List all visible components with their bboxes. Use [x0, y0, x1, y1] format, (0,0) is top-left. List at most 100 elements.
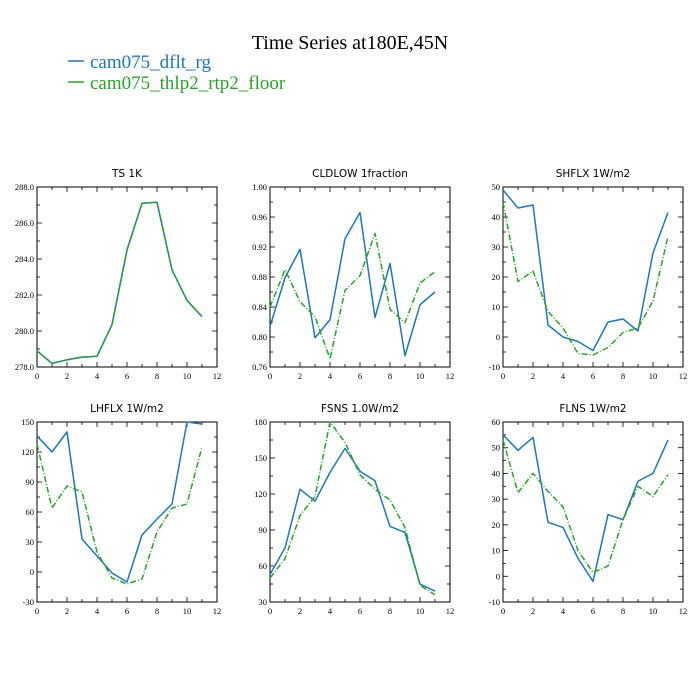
- x-tick-label: 4: [328, 606, 333, 616]
- y-tick-label: 0: [496, 332, 500, 342]
- x-tick-label: 12: [213, 371, 222, 381]
- figure-title: Time Series at180E,45N: [252, 32, 448, 54]
- y-tick-label: 286.0: [15, 218, 34, 228]
- y-tick-label: 1.00: [252, 182, 267, 192]
- x-tick-label: 0: [268, 371, 272, 381]
- x-tick-label: 2: [65, 606, 69, 616]
- y-tick-label: 10: [492, 302, 501, 312]
- legend-label-thlp2: cam075_thlp2_rtp2_floor: [90, 73, 286, 94]
- x-tick-label: 2: [531, 606, 535, 616]
- y-tick-label: 60: [492, 417, 501, 427]
- series-line-thlp2: [36, 443, 203, 585]
- y-tick-label: 90: [259, 525, 268, 535]
- x-tick-label: 12: [446, 371, 455, 381]
- plot-frame: [269, 421, 451, 603]
- y-tick-label: 0.92: [252, 242, 267, 252]
- x-tick-label: 12: [213, 606, 222, 616]
- y-tick-label: 120: [21, 447, 34, 457]
- y-tick-label: 0: [30, 567, 34, 577]
- x-tick-label: 8: [388, 371, 392, 381]
- plot-frame: [36, 186, 218, 368]
- x-tick-label: 4: [561, 606, 566, 616]
- y-tick-label: 150: [254, 453, 267, 463]
- y-tick-label: 40: [492, 468, 501, 478]
- x-tick-label: 6: [125, 371, 129, 381]
- x-tick-label: 8: [155, 371, 159, 381]
- x-tick-label: 10: [416, 371, 425, 381]
- x-tick-label: 0: [35, 606, 39, 616]
- x-tick-label: 6: [358, 606, 362, 616]
- panel-title: TS 1K: [111, 168, 143, 180]
- legend-label-dflt: cam075_dflt_rg: [90, 52, 212, 73]
- y-tick-label: 282.0: [15, 290, 34, 300]
- x-tick-label: 4: [95, 371, 100, 381]
- y-tick-label: 40: [492, 212, 501, 222]
- chart-panel-4: FSNS 1.0W/m2 0 2 4 6 8 10 12 30 60 90 120 150 180: [254, 403, 454, 616]
- y-tick-label: 50: [492, 182, 501, 192]
- panel-title: FSNS 1.0W/m2: [321, 403, 399, 415]
- plot-frame: [502, 421, 684, 603]
- x-tick-label: 10: [183, 606, 192, 616]
- x-tick-label: 4: [328, 371, 333, 381]
- y-tick-label: 30: [492, 494, 501, 504]
- y-tick-label: 180: [254, 417, 267, 427]
- series-line-thlp2: [269, 421, 436, 596]
- y-tick-label: 0.96: [252, 212, 267, 222]
- x-tick-label: 0: [268, 606, 272, 616]
- series-line-thlp2: [502, 201, 669, 356]
- x-tick-label: 2: [65, 371, 69, 381]
- y-tick-label: 150: [21, 417, 34, 427]
- series-line-thlp2: [36, 201, 203, 365]
- x-tick-label: 2: [298, 371, 302, 381]
- y-tick-label: 280.0: [15, 326, 34, 336]
- y-tick-label: 50: [492, 443, 501, 453]
- x-tick-label: 0: [501, 371, 505, 381]
- y-tick-label: 20: [492, 520, 501, 530]
- y-tick-label: 90: [26, 477, 35, 487]
- y-tick-label: 30: [492, 242, 501, 252]
- y-tick-label: 30: [26, 537, 35, 547]
- x-tick-label: 12: [446, 606, 455, 616]
- y-tick-label: -10: [489, 362, 500, 372]
- series-line-dflt: [502, 189, 669, 352]
- y-tick-label: 284.0: [15, 254, 34, 264]
- x-tick-label: 10: [649, 371, 658, 381]
- y-tick-label: 0.76: [252, 362, 267, 372]
- panel-title: LHFLX 1W/m2: [90, 403, 164, 415]
- panel-title: CLDLOW 1fraction: [312, 168, 408, 180]
- plot-frame: [502, 186, 684, 368]
- y-tick-label: 20: [492, 272, 501, 282]
- x-tick-label: 12: [679, 606, 688, 616]
- x-tick-label: 6: [125, 606, 129, 616]
- figure-legend: cam075_dflt_rg cam075_thlp2_rtp2_floor: [68, 52, 286, 94]
- x-tick-label: 4: [561, 371, 566, 381]
- x-tick-label: 8: [621, 371, 625, 381]
- panel-title: SHFLX 1W/m2: [556, 168, 631, 180]
- y-tick-label: 288.0: [15, 182, 34, 192]
- x-tick-label: 8: [621, 606, 625, 616]
- y-tick-label: 0.88: [252, 272, 267, 282]
- y-tick-label: 0: [496, 571, 500, 581]
- y-tick-label: 0.80: [252, 332, 267, 342]
- x-tick-label: 0: [35, 371, 39, 381]
- series-line-thlp2: [502, 439, 669, 574]
- x-tick-label: 2: [298, 606, 302, 616]
- series-line-dflt: [36, 421, 203, 583]
- series-line-dflt: [502, 434, 669, 583]
- y-tick-label: 60: [26, 507, 35, 517]
- plot-frame: [36, 421, 218, 603]
- series-line-thlp2: [269, 232, 436, 360]
- y-tick-label: 10: [492, 546, 501, 556]
- x-tick-label: 8: [388, 606, 392, 616]
- x-tick-label: 0: [501, 606, 505, 616]
- x-tick-label: 6: [591, 606, 595, 616]
- x-tick-label: 12: [679, 371, 688, 381]
- chart-panel-0: TS 1K 0 2 4 6 8 10 12 278.0 280.0 282.0 284.0 286.0 2…: [15, 168, 221, 381]
- x-tick-label: 10: [416, 606, 425, 616]
- chart-panel-1: CLDLOW 1fraction 0 2 4 6 8 10 12 0.76 0.80 0.84 0.8…: [252, 168, 454, 381]
- y-tick-label: 30: [259, 597, 268, 607]
